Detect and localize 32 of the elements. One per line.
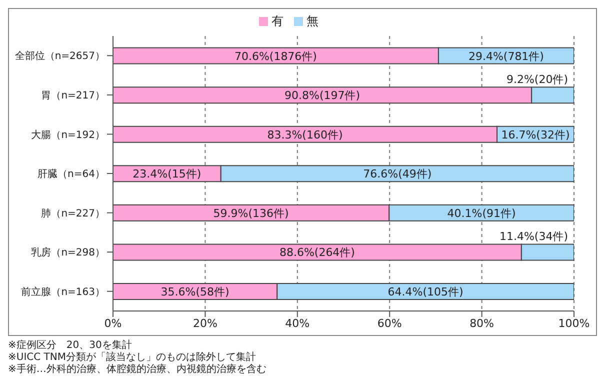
data-label: 76.6%(49件)	[363, 168, 432, 181]
data-label: 9.2%(20件)	[506, 73, 568, 86]
legend-label: 有	[272, 14, 284, 28]
y-tick-label: 肝臓（n=64）	[38, 168, 105, 180]
data-label: 90.8%(197件)	[284, 89, 360, 102]
data-label: 64.4%(105件)	[388, 286, 464, 298]
data-label: 11.4%(34件)	[499, 230, 568, 244]
data-label: 88.6%(264件)	[279, 246, 355, 260]
legend-label: 無	[306, 14, 318, 28]
y-tick-label: 前立腺（n=163）	[21, 286, 105, 298]
y-tick-label: 胃（n=217）	[41, 90, 105, 102]
text: ※手術…外科的治療、体腔鏡的治療、内視鏡的治療を含む	[8, 364, 268, 376]
data-label: 35.6%(58件)	[160, 286, 230, 298]
y-tick-label: 大腸（n=192）	[31, 128, 105, 141]
data-label: 16.7%(32件)	[501, 128, 570, 142]
data-label: 40.1%(91件)	[447, 206, 516, 220]
x-tick-label: 60%	[377, 316, 402, 330]
x-tick-label: 0%	[104, 316, 122, 330]
data-label: 59.9%(136件)	[213, 206, 289, 220]
x-tick-label: 100%	[558, 316, 590, 330]
text: ※症例区分 20、30を集計	[8, 340, 133, 352]
x-tick-label: 80%	[470, 316, 494, 330]
data-label: 29.4%(781件)	[468, 50, 544, 63]
y-tick-label: 肺（n=227）	[41, 207, 105, 220]
data-label: 23.4%(15件)	[132, 168, 202, 181]
x-tick-label: 20%	[192, 316, 218, 330]
x-tick-label: 40%	[285, 316, 310, 330]
text: ※UICC TNM分類が「該当なし」のものは除外して集計	[8, 352, 258, 364]
y-tick-label: 全部位（n=2657）	[14, 50, 105, 62]
data-label: 83.3%(160件)	[267, 128, 343, 142]
y-tick-label: 乳房（n=298）	[31, 246, 105, 259]
data-label: 70.6%(1876件)	[234, 50, 317, 63]
